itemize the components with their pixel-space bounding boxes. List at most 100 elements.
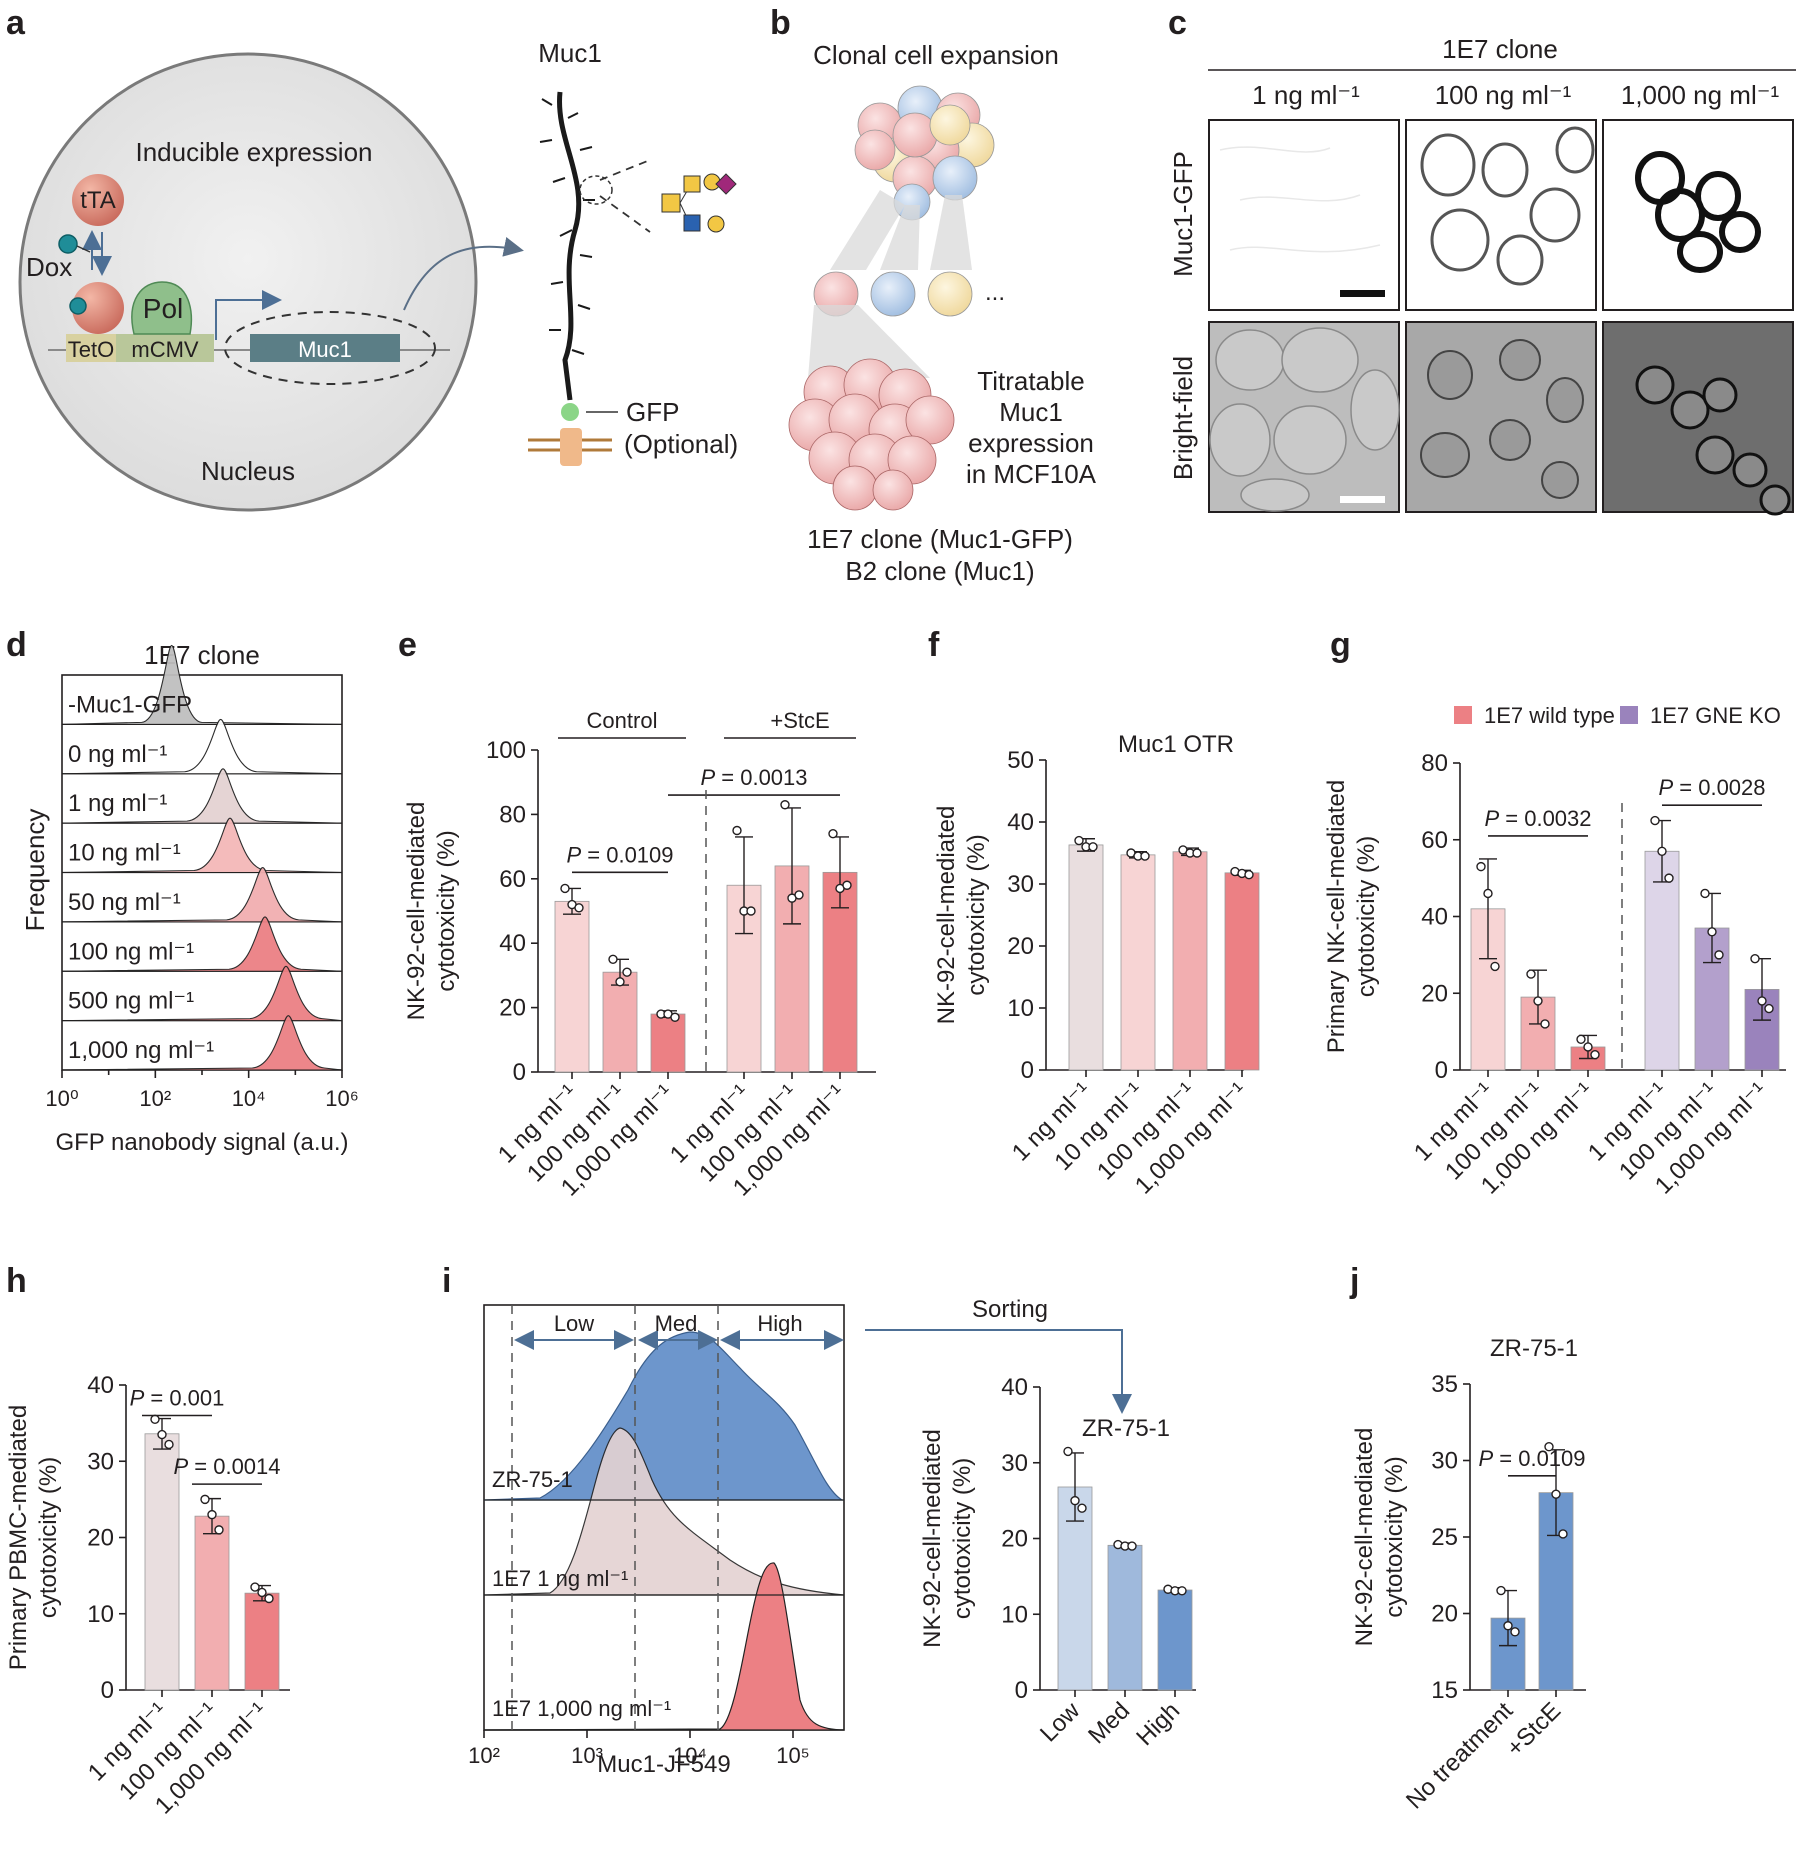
- scale-bar-bottom: [1340, 496, 1385, 503]
- muc1-gene-box: [250, 334, 400, 362]
- data-point: [1764, 1003, 1774, 1014]
- i-x-tick-label: 10³: [571, 1743, 603, 1768]
- transcription-arrow: [215, 290, 282, 340]
- muc1-gfp-1000ng-image: [1602, 119, 1794, 311]
- y-tick-label: 40: [499, 930, 526, 957]
- d-histogram-curve: [61, 718, 343, 775]
- y-tick-label: 25: [1431, 1524, 1458, 1551]
- e-group-control: Control: [587, 708, 658, 733]
- i-x-tick-label: 10⁴: [673, 1743, 707, 1768]
- bar: [650, 1013, 686, 1073]
- pol-label: Pol: [143, 293, 183, 324]
- y-tick-label: 0: [1015, 1677, 1028, 1704]
- tta-label: tTA: [80, 187, 116, 214]
- titratable-line3: expression: [968, 428, 1094, 458]
- panel-c-images: 1E7 clone 1 ng ml⁻¹ 100 ng ml⁻¹ 1,000 ng…: [1168, 34, 1796, 516]
- clonal-expansion-title: Clonal cell expansion: [813, 40, 1059, 70]
- g-legend-wt: 1E7 wild type: [1484, 703, 1615, 728]
- d-row-label: 50 ng ml⁻¹: [68, 889, 181, 916]
- muc1-backbone: [557, 91, 582, 401]
- bar: [244, 1592, 280, 1691]
- y-axis-label-2: cytotoxicity (%): [35, 1457, 62, 1618]
- y-tick-label: 40: [87, 1372, 114, 1399]
- y-tick-label: 40: [1007, 809, 1034, 836]
- panel-label-a: a: [6, 4, 26, 42]
- y-tick-label: 60: [499, 866, 526, 893]
- x-tick-label: +StcE: [1501, 1697, 1566, 1762]
- blue-clone-cell: [870, 271, 916, 317]
- panel-j-chart: ZR-75-1 15 20 25 30 35 NK-92-cell-mediated cyt…: [1351, 1335, 1586, 1814]
- data-point: [670, 1012, 680, 1022]
- y-tick-label: 20: [1431, 1601, 1458, 1628]
- bar: [1107, 1544, 1143, 1691]
- y-axis-label: NK-92-cell-mediated: [403, 802, 430, 1021]
- y-axis-label-2: cytotoxicity (%): [949, 1458, 976, 1619]
- data-point: [828, 829, 838, 839]
- y-tick-label: 0: [101, 1677, 114, 1704]
- panel-d-histograms: 1E7 clone Frequency GFP nanobody signal …: [20, 640, 359, 1156]
- y-axis-label: NK-92-cell-mediated: [1351, 1428, 1378, 1647]
- bar: [1224, 872, 1260, 1071]
- data-point: [1088, 842, 1098, 852]
- panel-g-chart: 1E7 wild type 1E7 GNE KO 0 20 40 60 80 Primar…: [1323, 703, 1786, 1200]
- c-row1-label: Muc1-GFP: [1168, 151, 1198, 277]
- data-point: [1510, 1627, 1520, 1637]
- panel-i-flow: Low Med High ZR-75-1 1E7 1 ng ml⁻¹ 1E7 1…: [468, 1296, 1196, 1778]
- titratable-line4: in MCF10A: [966, 459, 1097, 489]
- teto-box: [66, 334, 116, 362]
- panel-f-chart: Muc1 OTR 0 10 20 30 40 50 NK-92-cell-mediated c…: [933, 731, 1260, 1200]
- d-row-label: 1 ng ml⁻¹: [68, 790, 167, 817]
- d-title: 1E7 clone: [144, 640, 260, 670]
- d-x-tick-label: 10⁶: [325, 1086, 359, 1111]
- transmembrane-domain: [560, 428, 582, 466]
- gfp-optional-label: (Optional): [624, 429, 738, 459]
- muc1-gene-label: Muc1: [298, 337, 352, 362]
- y-tick-label: 10: [87, 1601, 114, 1628]
- d-histogram-curve: [61, 1015, 343, 1071]
- i-gate-med: Med: [655, 1311, 698, 1336]
- panel-label-j: j: [1349, 1262, 1359, 1300]
- data-point: [1070, 1495, 1080, 1506]
- teto-label: TetO: [68, 337, 114, 362]
- data-point: [157, 1429, 167, 1440]
- titratable-line2: Muc1: [999, 397, 1063, 427]
- d-row-label: 1,000 ng ml⁻¹: [68, 1037, 214, 1064]
- y-axis-label: Primary NK-cell-mediated: [1323, 780, 1350, 1053]
- pol-shape: [131, 281, 193, 335]
- data-point: [1650, 815, 1660, 826]
- titratable-line1: Titratable: [977, 366, 1084, 396]
- y-axis-label-2: cytotoxicity (%): [433, 830, 460, 991]
- c-col1-label: 1 ng ml⁻¹: [1252, 80, 1360, 110]
- data-point: [1192, 848, 1202, 858]
- p-value-label: P = 0.0014: [173, 1454, 280, 1479]
- dox-bound: [69, 297, 87, 315]
- panel-label-c: c: [1168, 4, 1187, 42]
- data-point: [1476, 861, 1486, 872]
- data-point: [1244, 870, 1254, 880]
- c-col2-label: 100 ng ml⁻¹: [1435, 80, 1572, 110]
- data-point: [264, 1593, 274, 1604]
- data-point: [1558, 1529, 1568, 1539]
- data-point: [1750, 954, 1760, 964]
- panel-a-schematic: Inducible expression Nucleus TetO mCMV M…: [18, 38, 738, 512]
- y-axis-label-2: cytotoxicity (%): [1353, 836, 1380, 997]
- mcmv-box: [116, 334, 214, 362]
- gfp-dot: [561, 403, 579, 421]
- dox-molecule: [58, 234, 78, 254]
- bar: [1068, 844, 1104, 1071]
- data-point: [1657, 846, 1667, 856]
- data-point: [1583, 1042, 1593, 1052]
- p-value-label: P = 0.0109: [1478, 1446, 1585, 1471]
- e1-1000ng-histogram: [483, 1562, 845, 1731]
- g-legend-swatch-ko: [1620, 706, 1638, 724]
- tta-ball: [72, 174, 124, 226]
- y-axis-label: Primary PBMC-mediated: [5, 1405, 32, 1670]
- inducible-expression-label: Inducible expression: [135, 137, 372, 167]
- sorting-arrow: [865, 1329, 1132, 1414]
- c-col3-label: 1,000 ng ml⁻¹: [1621, 80, 1780, 110]
- y-axis-label: NK-92-cell-mediated: [919, 1429, 946, 1648]
- panel-label-h: h: [6, 1262, 27, 1300]
- expression-arrow: [403, 237, 524, 311]
- panel-label-i: i: [442, 1262, 451, 1300]
